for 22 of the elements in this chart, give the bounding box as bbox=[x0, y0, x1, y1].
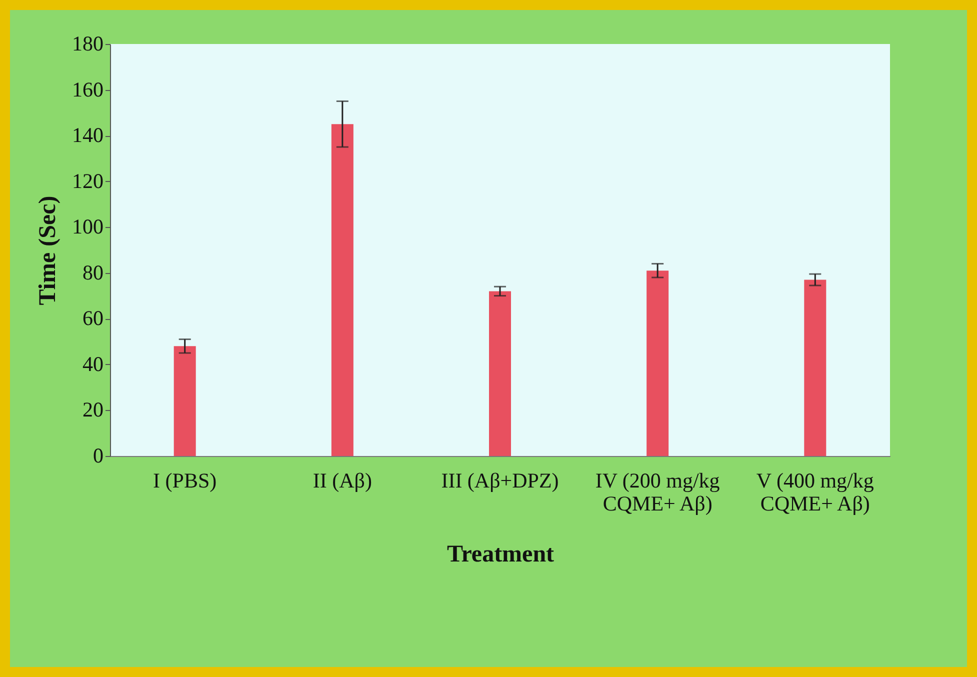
x-axis-title: Treatment bbox=[446, 542, 554, 568]
y-tick-label: 140 bbox=[72, 123, 104, 148]
bar bbox=[489, 291, 511, 456]
y-tick-label: 40 bbox=[82, 352, 104, 376]
bar bbox=[646, 270, 669, 456]
y-tick-label: 0 bbox=[93, 444, 104, 468]
y-tick-label: 160 bbox=[72, 77, 104, 102]
x-tick-label: IV (200 mg/kg CQME+ Aβ) bbox=[595, 468, 720, 516]
y-tick-label: 80 bbox=[82, 260, 104, 284]
bar bbox=[174, 346, 196, 456]
bar bbox=[804, 280, 826, 456]
y-tick-label: 180 bbox=[72, 32, 104, 56]
x-tick-label: III (Aβ+DPZ) bbox=[441, 468, 559, 492]
y-tick-label: 20 bbox=[82, 398, 104, 422]
y-tick-label: 120 bbox=[72, 168, 104, 193]
bar bbox=[331, 124, 354, 456]
x-tick-label: II (Aβ) bbox=[312, 468, 372, 492]
y-tick-label: 60 bbox=[82, 306, 104, 330]
x-tick-label: V (400 mg/kg CQME+ Aβ) bbox=[756, 468, 874, 516]
y-tick-label: 100 bbox=[72, 214, 104, 239]
y-axis-title: Time (Sec) bbox=[35, 196, 61, 306]
x-tick-label: I (PBS) bbox=[153, 468, 217, 492]
